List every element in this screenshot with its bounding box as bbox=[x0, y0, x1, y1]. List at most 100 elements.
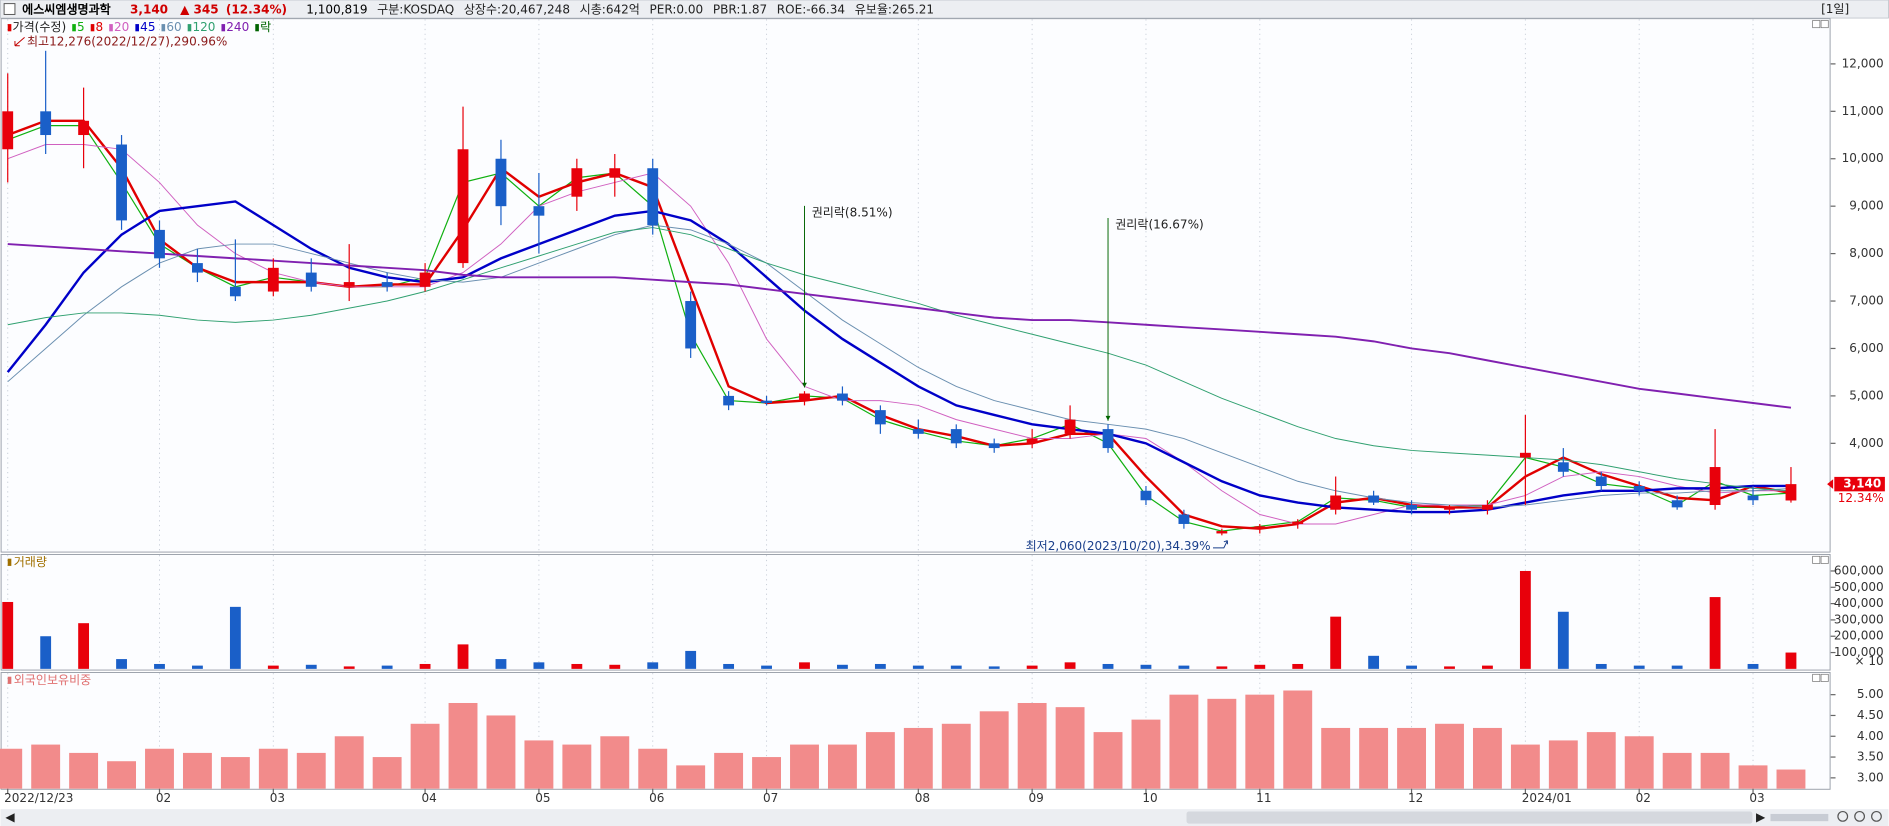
bar bbox=[723, 663, 735, 669]
bar bbox=[1444, 666, 1455, 669]
x-tick-label: 08 bbox=[915, 791, 930, 805]
ma-line bbox=[7, 144, 1791, 525]
x-tick-label: 12 bbox=[1408, 791, 1423, 805]
legend-label: 20 bbox=[114, 20, 129, 34]
bar bbox=[258, 748, 288, 789]
bar bbox=[267, 665, 279, 669]
panel-button[interactable] bbox=[1820, 673, 1829, 682]
header-info: 구분:KOSDAQ bbox=[377, 2, 454, 16]
y-tick-label: 600,000 bbox=[1834, 563, 1884, 577]
bar bbox=[154, 663, 165, 669]
header-info: PER:0.00 bbox=[650, 2, 704, 16]
bar bbox=[1359, 727, 1389, 789]
panel-button[interactable] bbox=[1812, 20, 1821, 29]
candle-body bbox=[1292, 521, 1304, 524]
y-tick-label: 5,000 bbox=[1849, 388, 1883, 402]
scroll-right[interactable]: ▶ bbox=[1756, 810, 1766, 824]
candle-body bbox=[2, 111, 14, 150]
bar bbox=[903, 727, 933, 789]
last-price-pointer bbox=[1827, 479, 1834, 489]
header-field: 3,140 bbox=[130, 2, 168, 16]
x-tick-label: 06 bbox=[649, 791, 664, 805]
bar bbox=[372, 757, 402, 789]
bar bbox=[1586, 732, 1616, 789]
bar bbox=[1368, 655, 1380, 669]
bar bbox=[647, 662, 659, 669]
bar bbox=[1017, 702, 1047, 789]
scroll-left[interactable]: ◀ bbox=[5, 810, 15, 824]
panel-buttons bbox=[1812, 20, 1829, 682]
candle-body bbox=[1747, 495, 1759, 501]
checkbox[interactable] bbox=[3, 3, 16, 15]
bar bbox=[229, 606, 241, 669]
last-change-label: 12.34% bbox=[1838, 491, 1884, 505]
candle-body bbox=[1671, 500, 1683, 508]
legend-swatch bbox=[72, 24, 76, 32]
panel-button[interactable] bbox=[1812, 673, 1821, 682]
legend-label: 락 bbox=[260, 20, 271, 34]
candle-body bbox=[1557, 462, 1569, 472]
candle-body bbox=[1178, 514, 1190, 524]
x-tick-label: 05 bbox=[535, 791, 550, 805]
bar bbox=[1633, 665, 1645, 669]
panel-button[interactable] bbox=[1812, 555, 1821, 564]
bar bbox=[182, 752, 212, 789]
bar bbox=[1131, 719, 1161, 789]
x-tick-label: 10 bbox=[1142, 791, 1157, 805]
legend-swatch bbox=[109, 24, 113, 32]
ex-rights-arrowhead bbox=[802, 382, 807, 388]
last-price-label: 3,140 bbox=[1843, 477, 1881, 491]
y-tick-label: 9,000 bbox=[1849, 199, 1883, 213]
zoom-button[interactable] bbox=[1837, 810, 1849, 822]
candle-body bbox=[533, 206, 545, 216]
bar bbox=[1064, 662, 1076, 669]
header-info: ROE:-66.34 bbox=[777, 2, 845, 16]
header-info: 시총:642억 bbox=[580, 2, 640, 16]
candle-body bbox=[609, 168, 621, 178]
candle-body bbox=[1064, 419, 1076, 434]
bar bbox=[1548, 740, 1578, 789]
candle-body bbox=[229, 286, 241, 297]
period-button[interactable]: [1일] bbox=[1821, 2, 1849, 16]
panel-button[interactable] bbox=[1820, 20, 1829, 29]
ma-line bbox=[7, 227, 1791, 492]
candle-body bbox=[78, 120, 90, 136]
bar bbox=[1254, 664, 1266, 669]
candle-body bbox=[988, 443, 1000, 449]
bar bbox=[1102, 663, 1114, 669]
bar bbox=[31, 744, 61, 789]
panel-button[interactable] bbox=[1820, 555, 1829, 564]
x-tick-label: 11 bbox=[1256, 791, 1271, 805]
bar bbox=[799, 662, 810, 669]
candle-body bbox=[1709, 467, 1721, 505]
candle-body bbox=[267, 267, 279, 292]
ex-rights-label: 권리락(16.67%) bbox=[1115, 218, 1203, 232]
zoom-button[interactable] bbox=[1871, 810, 1882, 822]
x-tick-label: 02 bbox=[1636, 791, 1651, 805]
y-tick-label: 500,000 bbox=[1834, 580, 1884, 594]
bar bbox=[1026, 665, 1038, 669]
panel-title-swatch bbox=[7, 558, 12, 566]
panel-title: 외국인보유비중 bbox=[14, 673, 91, 687]
bar bbox=[950, 665, 962, 669]
zoom-button[interactable] bbox=[1854, 810, 1866, 822]
bar bbox=[0, 748, 23, 789]
candle-body bbox=[912, 429, 924, 434]
legend-label: 120 bbox=[192, 20, 215, 34]
ma-line bbox=[7, 224, 1791, 508]
bar bbox=[790, 744, 819, 789]
legend-swatch bbox=[255, 24, 259, 32]
bar bbox=[410, 723, 440, 789]
low-note: 최저2,060(2023/10/20),34.39% bbox=[1026, 539, 1211, 553]
scroll-thumb[interactable] bbox=[1186, 811, 1753, 824]
y-tick-label: 5.00 bbox=[1857, 687, 1884, 701]
bar bbox=[1321, 727, 1351, 789]
bar bbox=[486, 715, 516, 789]
header-info: 상장수:20,467,248 bbox=[464, 2, 570, 16]
ma-line bbox=[7, 243, 1792, 409]
high-arrow bbox=[14, 36, 25, 47]
bar bbox=[1207, 698, 1237, 789]
zoom-slider[interactable] bbox=[1770, 813, 1829, 822]
bar bbox=[495, 659, 507, 669]
